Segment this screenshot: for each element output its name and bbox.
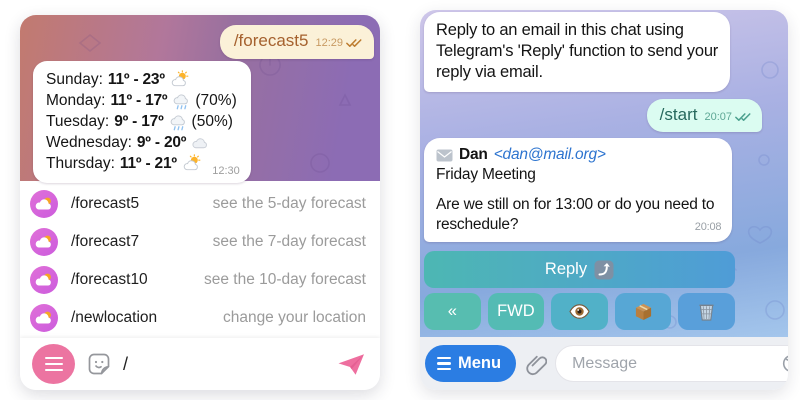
email-message-bubble: Dan <dan@mail.org> Friday Meeting Are we… (424, 138, 733, 242)
sun-behind-cloud-icon (183, 154, 201, 171)
arrow-curving-up-emoji-icon (594, 260, 614, 279)
reply-button-label: Reply (544, 260, 588, 278)
email-sender: Dan (459, 146, 488, 163)
left-input-bar: / (20, 338, 380, 390)
forecast-line: Thursday: 11º - 21º (46, 153, 237, 174)
paperclip-icon (526, 355, 548, 375)
message-text: /start (659, 105, 698, 124)
forecast-temps: 9º - 20º (136, 134, 187, 151)
forecast-extra: (70%) (195, 92, 237, 109)
wastebasket-emoji-icon (699, 304, 714, 321)
command-suggestion-forecast7[interactable]: /forecast7 see the 7-day forecast (20, 223, 380, 261)
archive-button[interactable] (614, 293, 672, 330)
cloud-icon (192, 138, 208, 149)
paper-plane-icon (338, 353, 364, 375)
weather-bot-avatar (30, 266, 58, 294)
forecast-temps: 11º - 17º (110, 92, 168, 109)
forecast-day: Tuesday: (46, 113, 110, 130)
weather-bot-avatar (30, 228, 58, 256)
forecast-temps: 11º - 21º (119, 155, 177, 172)
sun-behind-cloud-icon (171, 70, 189, 87)
command-suggestion-newlocation[interactable]: /newlocation change your location (20, 299, 380, 337)
right-chat-background: Reply to an email in this chat using Tel… (420, 10, 788, 337)
command-name: /forecast7 (71, 233, 140, 250)
forecast-temps: 11º - 23º (107, 71, 165, 88)
email-body: Are we still on for 13:00 or do you need… (436, 196, 715, 233)
message-meta: 20:07 (704, 111, 751, 123)
hamburger-icon (437, 357, 451, 370)
double-check-icon (735, 113, 751, 121)
message-draft-text[interactable]: / (123, 353, 129, 374)
reply-button[interactable]: Reply (424, 251, 735, 288)
back-button[interactable]: « (424, 293, 481, 330)
forecast-day: Sunday: (46, 71, 103, 88)
command-description: see the 5-day forecast (212, 195, 366, 212)
command-description: see the 7-day forecast (212, 233, 366, 250)
reply-keyboard-row: « FWD (424, 293, 735, 330)
outgoing-message-bubble: /forecast5 12:29 (219, 25, 374, 59)
right-chat-panel: Reply to an email in this chat using Tel… (420, 10, 788, 390)
hamburger-icon (44, 356, 63, 360)
left-chat-background: /forecast5 12:29 Sunday: 11º - 23º (20, 15, 380, 183)
email-address[interactable]: <dan@mail.org> (493, 146, 606, 163)
command-suggestion-forecast5[interactable]: /forecast5 see the 5-day forecast (20, 185, 380, 223)
eye-emoji-icon (569, 304, 590, 319)
bot-menu-button[interactable] (32, 344, 75, 384)
command-suggestion-list: /forecast5 see the 5-day forecast /forec… (20, 181, 380, 338)
message-time: 12:30 (212, 165, 240, 177)
command-description: change your location (222, 309, 366, 326)
left-chat-panel: /forecast5 12:29 Sunday: 11º - 23º (20, 15, 380, 390)
command-description: see the 10-day forecast (204, 271, 366, 288)
message-text: /forecast5 (233, 31, 309, 50)
envelope-icon (436, 149, 453, 161)
forecast-line: Tuesday: 9º - 17º (50%) (46, 111, 237, 132)
command-name: /forecast10 (71, 271, 148, 288)
double-check-icon (346, 39, 362, 47)
message-time: 12:29 (315, 37, 343, 49)
weather-bot-avatar (30, 190, 58, 218)
send-button[interactable] (337, 353, 366, 376)
menu-button-label: Menu (458, 354, 502, 372)
attach-button[interactable] (524, 352, 548, 376)
forecast-day: Thursday: (46, 155, 115, 172)
email-header: Dan <dan@mail.org> (436, 145, 720, 165)
bot-menu-button[interactable]: Menu (425, 345, 517, 382)
delete-button[interactable] (678, 293, 735, 330)
outgoing-message-bubble: /start 20:07 (646, 99, 762, 132)
forecast-day: Monday: (46, 92, 106, 109)
right-input-bar: Menu (420, 337, 788, 390)
timer-icon[interactable] (781, 353, 788, 374)
message-meta: 12:29 (315, 37, 362, 49)
message-input[interactable] (570, 353, 782, 374)
command-suggestion-forecast10[interactable]: /forecast10 see the 10-day forecast (20, 261, 380, 299)
command-name: /forecast5 (71, 195, 140, 212)
package-emoji-icon (635, 303, 651, 321)
forecast-line: Sunday: 11º - 23º (46, 69, 237, 90)
rain-cloud-icon (170, 115, 185, 131)
message-time: 20:08 (694, 221, 722, 233)
forecast-message-bubble: Sunday: 11º - 23º Monday: 11º - 17º (33, 61, 251, 183)
rain-cloud-icon (174, 94, 189, 110)
forecast-day: Wednesday: (46, 134, 132, 151)
sticker-smiley-icon[interactable] (86, 351, 112, 377)
email-subject: Friday Meeting (436, 166, 536, 183)
command-name: /newlocation (71, 309, 158, 326)
incoming-message-bubble: Reply to an email in this chat using Tel… (424, 12, 731, 92)
forecast-extra: (50%) (191, 113, 233, 130)
message-time: 20:07 (704, 111, 732, 123)
view-button[interactable] (551, 293, 608, 330)
forecast-line: Monday: 11º - 17º (70%) (46, 90, 237, 111)
forecast-line: Wednesday: 9º - 20º (46, 132, 237, 153)
message-input-container (555, 345, 788, 382)
forward-button[interactable]: FWD (487, 293, 545, 330)
forecast-temps: 9º - 17º (114, 113, 164, 130)
weather-bot-avatar (30, 304, 58, 332)
